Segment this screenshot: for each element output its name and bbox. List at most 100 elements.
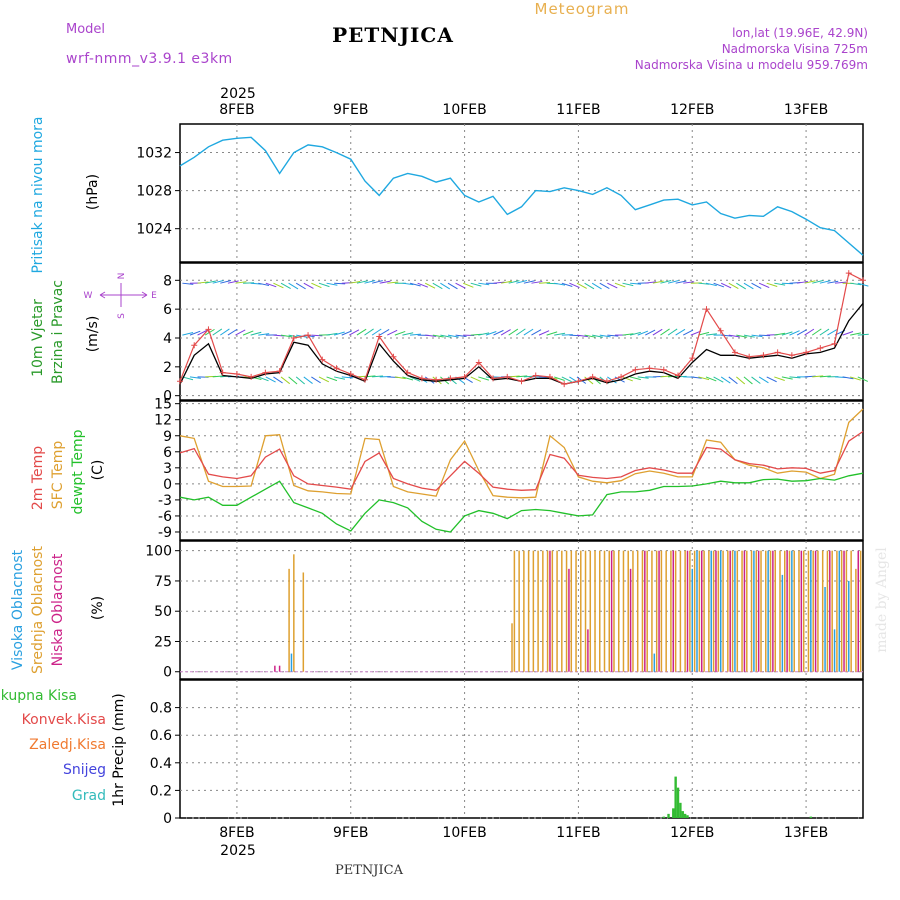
wind-arrow — [796, 280, 809, 284]
cloud-panel: 100 75 50 25 0 — [145, 540, 864, 681]
temp-ytick-label: -9 — [158, 525, 172, 541]
wind-arrow — [189, 376, 201, 379]
wind-arrow — [827, 280, 839, 284]
precip-ytick-label: 0.6 — [150, 728, 172, 744]
wind-arrow — [554, 282, 566, 286]
wind-arrow — [394, 376, 406, 380]
compass-west: W — [84, 291, 93, 301]
precip-ylabel: 1hr Precip (mm) — [111, 693, 127, 806]
wind-arrow — [789, 376, 801, 379]
wind-arrow — [356, 280, 368, 284]
wind-ytick-label: 4 — [163, 331, 172, 347]
wind-arrow — [622, 282, 634, 287]
wind-gust-marker — [262, 369, 269, 376]
pressure-ytick-label: 1028 — [136, 184, 172, 200]
wind-arrow — [500, 329, 511, 336]
cloud-frame — [179, 540, 864, 680]
wind-arrow — [227, 280, 239, 284]
wind-arrow — [349, 329, 360, 336]
wind-gust-marker — [803, 349, 810, 356]
wind-panel: 0 2 4 6 8 — [163, 262, 869, 405]
wind-gust-marker — [248, 373, 255, 380]
wind-gust-marker — [333, 365, 340, 372]
wind-arrow — [280, 334, 292, 338]
wind-gust-marker — [490, 375, 497, 382]
wind-arrow — [728, 376, 738, 385]
wind-arrow — [508, 375, 520, 378]
wind-arrow — [539, 281, 551, 284]
wind-ylabel: (m/s) — [85, 316, 101, 353]
wind-arrow — [766, 376, 777, 383]
model-name: wrf-nmm_v3.9.1 e3km — [66, 51, 233, 67]
wind-arrow — [273, 334, 285, 337]
wind-gust-marker — [589, 373, 596, 380]
wind-arrow — [311, 376, 321, 384]
wind-arrow — [508, 328, 519, 336]
wind-gust-marker — [746, 353, 753, 360]
wind-arrow — [242, 330, 254, 336]
compass-east: E — [151, 291, 157, 301]
bottom-year-label: 2025 — [220, 843, 256, 859]
cloud-low-title: Niska Oblacnost — [50, 553, 66, 666]
wind-arrow — [440, 282, 451, 290]
bottom-day-label: 10FEB — [442, 825, 486, 841]
wind-arrow — [493, 329, 504, 336]
wind-arrow — [622, 333, 634, 336]
wind-arrow — [387, 281, 399, 284]
wind-arrow — [273, 376, 283, 384]
wind-arrow — [462, 282, 474, 288]
top-day-label: 9FEB — [333, 102, 368, 118]
legend-convective-rain: Konvek.Kisa — [22, 712, 106, 728]
wind-gust-marker — [390, 353, 397, 360]
wind-arrow — [258, 282, 270, 287]
wind-arrow — [758, 282, 770, 289]
wind-arrow — [440, 334, 452, 338]
wind-arrow — [189, 330, 201, 336]
wind-arrow — [758, 376, 769, 384]
wind-gust-marker — [290, 334, 297, 341]
wind-arrow — [235, 329, 246, 336]
bottom-day-label: 8FEB — [219, 825, 254, 841]
wind-gust-marker — [433, 376, 440, 383]
wind-gust-marker — [760, 352, 767, 359]
wind-gust-marker — [461, 373, 468, 380]
cloud-ytick-label: 25 — [154, 634, 172, 650]
wind-arrow — [842, 331, 854, 336]
wind-arrow — [197, 281, 209, 284]
wind-arrow — [660, 280, 672, 284]
precip-bar — [667, 813, 670, 818]
wind-arrow — [811, 328, 822, 336]
wind-arrow — [637, 376, 649, 379]
wind-gust-marker — [788, 352, 795, 359]
temp-ylabel: (C) — [90, 460, 106, 481]
wind-arrow — [334, 282, 346, 285]
wind-arrow — [212, 375, 224, 378]
legend-total-rain: Ukupna Kisa — [0, 688, 77, 704]
wind-arrow — [485, 331, 497, 336]
wind-arrow — [311, 334, 323, 337]
wind-arrow — [812, 279, 824, 284]
pressure-title: Pritisak na nivou mora — [30, 116, 46, 273]
wind-gust-marker — [305, 332, 312, 339]
pressure-frame — [179, 123, 864, 263]
wind-arrow — [295, 282, 306, 290]
wind-arrow — [318, 282, 330, 288]
wind-arrow — [478, 376, 490, 381]
wind-arrow — [432, 334, 444, 338]
wind-arrow — [265, 376, 276, 383]
wind-arrow — [280, 376, 291, 385]
wind-arrow — [516, 328, 526, 336]
wind-arrow — [857, 282, 869, 287]
wind-arrow — [850, 332, 862, 336]
wind-gust-marker — [603, 378, 610, 385]
temp-ytick-label: 0 — [163, 477, 172, 493]
wind-speed-line — [179, 302, 864, 385]
top-year-label: 2025 — [220, 86, 256, 102]
precip-bar — [676, 787, 680, 818]
wind-arrow — [584, 282, 595, 290]
wind-arrow — [364, 328, 374, 336]
footer-station: PETNJICA — [335, 863, 404, 878]
wind-arrow — [478, 282, 490, 286]
wind-arrow — [288, 376, 298, 385]
temp-ytick-label: 6 — [163, 445, 172, 461]
